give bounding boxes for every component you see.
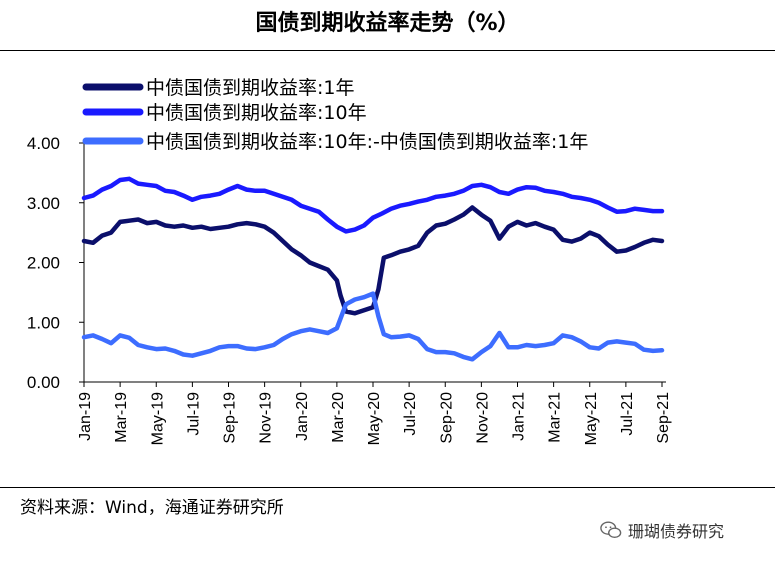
- y-tick-label: 1.00: [27, 313, 60, 332]
- line-chart: 0.00 1.00 2.00 3.00 4.00 Jan-19 Mar-19 May-19 Ju…: [27, 77, 672, 445]
- x-tick-label: Jul-19: [185, 392, 202, 436]
- x-tick-label: Mar-20: [330, 392, 347, 443]
- x-tick-label: Jan-19: [77, 392, 94, 441]
- x-tick-label: Mar-19: [113, 392, 130, 443]
- x-tick-label: Jan-20: [294, 392, 311, 441]
- chart-legend: 中债国债到期收益率:1年中债国债到期收益率:10年中债国债到期收益率:10年:-…: [82, 77, 588, 153]
- x-tick-label: Jan-21: [511, 392, 528, 441]
- x-tick-label: Sep-21: [655, 392, 672, 444]
- legend-label-1: 中债国债到期收益率:1年: [146, 77, 355, 99]
- x-tick-label: Nov-19: [258, 392, 275, 444]
- y-tick-label: 2.00: [27, 254, 60, 273]
- wechat-icon: [600, 521, 622, 539]
- x-tick-label: May-19: [149, 392, 166, 445]
- y-tick-label: 4.00: [27, 134, 60, 153]
- legend-label-3: 中债国债到期收益率:10年:-中债国债到期收益率:1年: [146, 131, 588, 153]
- y-tick-label: 0.00: [27, 373, 60, 392]
- source-note: 资料来源：Wind，海通证券研究所: [20, 498, 284, 518]
- x-tick-label: Mar-21: [547, 392, 564, 443]
- x-tick-label: Sep-20: [438, 392, 455, 444]
- watermark-text: 珊瑚债券研究: [628, 522, 725, 541]
- legend-label-2: 中债国债到期收益率:10年: [146, 102, 367, 124]
- chart-axes: 0.00 1.00 2.00 3.00 4.00 Jan-19 Mar-19 May-19 Ju…: [27, 134, 672, 445]
- top-rule: [0, 50, 775, 51]
- watermark: 珊瑚债券研究: [600, 518, 724, 542]
- x-tick-label: Sep-19: [222, 392, 239, 444]
- x-tick-label: Nov-20: [474, 392, 491, 444]
- series-line-2: [81, 176, 665, 234]
- series-line-3: [81, 291, 665, 362]
- x-tick-label: Jul-20: [402, 392, 419, 436]
- bottom-rule: [0, 487, 775, 488]
- x-tick-label: May-21: [583, 392, 600, 445]
- x-tick-label: May-20: [366, 392, 383, 445]
- series-line-1: [81, 205, 665, 316]
- x-tick-label: Jul-21: [619, 392, 636, 436]
- y-tick-label: 3.00: [27, 194, 60, 213]
- chart-title: 国债到期收益率走势（%）: [255, 11, 520, 36]
- chart-series: [81, 176, 665, 362]
